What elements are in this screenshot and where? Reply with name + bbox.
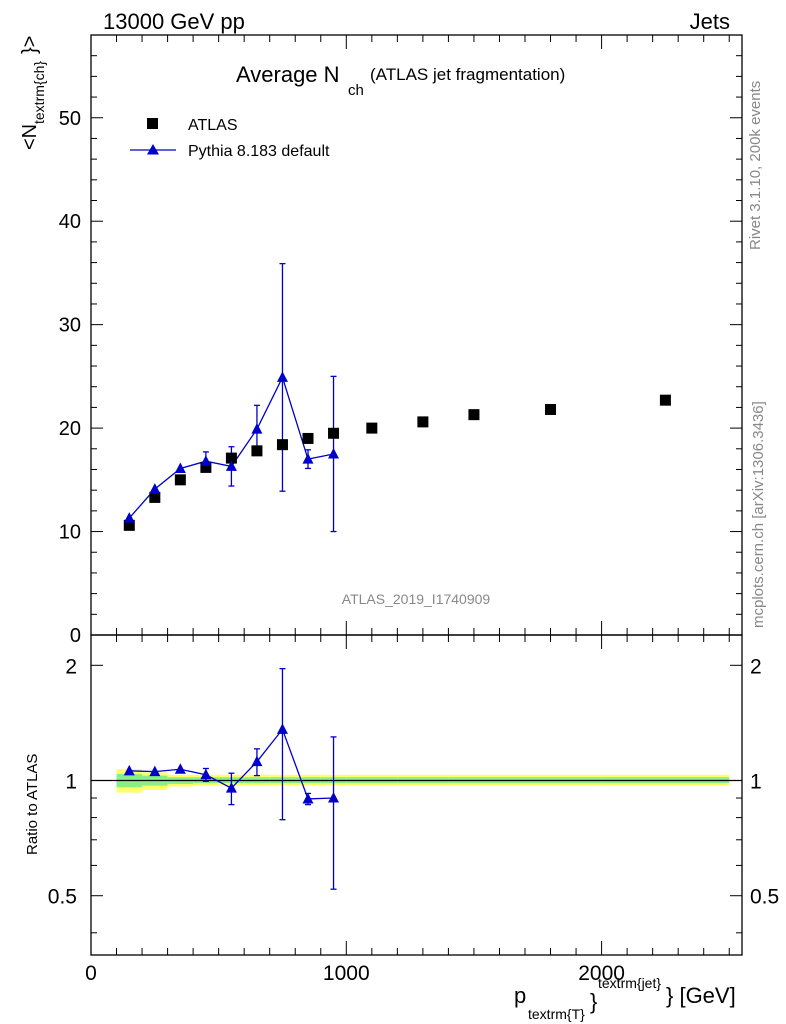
xtick-label: 1000 — [323, 962, 370, 985]
main-ytick-label: 0 — [70, 625, 81, 647]
ratio-ylabel: Ratio to ATLAS — [24, 754, 41, 855]
atlas-point — [225, 452, 237, 464]
main-title-main: Average N — [236, 62, 340, 87]
atlas-point — [174, 474, 186, 486]
ratio-point — [328, 792, 340, 803]
ratio-axis-ticks: 0.5 0.5 1 1 2 2 0 1000 2000 — [48, 635, 779, 985]
mcplots-reference: mcplots.cern.ch [arXiv:1306.3436] — [750, 401, 767, 628]
atlas-point — [200, 461, 212, 473]
atlas-point — [545, 403, 557, 415]
ratio-point — [149, 765, 161, 777]
xlabel-unit: } [GeV] — [666, 983, 736, 1008]
legend-mc-marker — [147, 144, 159, 155]
ratio-ytick-label-left: 0.5 — [48, 886, 77, 909]
ratio-point — [174, 763, 186, 774]
pythia-point — [225, 460, 237, 471]
legend: ATLAS Pythia 8.183 default — [130, 117, 330, 160]
main-title-suffix: (ATLAS jet fragmentation) — [370, 65, 565, 84]
ratio-point — [251, 755, 263, 767]
pythia-point — [200, 455, 212, 466]
main-ytick-label: 50 — [59, 108, 81, 130]
ratio-ytick-label-left: 1 — [65, 771, 77, 794]
atlas-point — [417, 416, 429, 428]
main-ylabel-end: }> — [19, 36, 41, 54]
main-axis-ticks: 0 10 20 30 40 50 — [59, 34, 742, 647]
main-data-marks — [123, 262, 671, 533]
ratio-point — [225, 782, 237, 793]
ratio-ytick-label-right: 0.5 — [750, 886, 779, 909]
atlas-point — [251, 445, 263, 457]
analysis-watermark: ATLAS_2019_I1740909 — [342, 591, 491, 607]
atlas-point — [123, 519, 135, 531]
atlas-point — [468, 409, 480, 421]
main-ylabel-main: <N — [19, 124, 41, 150]
atlas-point — [302, 432, 314, 444]
main-ytick-label: 30 — [59, 315, 81, 337]
ratio-ytick-label-right: 1 — [750, 771, 762, 794]
ratio-ytick-label-right: 2 — [750, 655, 762, 678]
pythia-point — [328, 447, 340, 459]
ratio-uncertainty-band — [91, 769, 742, 793]
rivet-version: Rivet 3.1.10, 200k events — [747, 81, 764, 250]
xlabel-main: p — [514, 983, 526, 1008]
main-title: Average N — [236, 62, 340, 87]
main-title-sub: ch — [348, 82, 364, 99]
xtick-label: 0 — [85, 962, 97, 985]
xlabel-sub: textrm{T} — [528, 1006, 585, 1022]
atlas-point — [149, 491, 161, 503]
atlas-point — [328, 427, 340, 439]
header-left: 13000 GeV pp — [103, 9, 245, 34]
pythia-point — [174, 462, 186, 473]
xtick-label: 2000 — [578, 962, 625, 985]
ratio-data-marks — [123, 668, 340, 890]
legend-data-marker — [147, 118, 158, 129]
atlas-point — [366, 422, 378, 434]
ratio-point — [123, 764, 135, 776]
xlabel: p textrm{T} } textrm{jet} } [GeV] — [514, 975, 736, 1022]
header-right: Jets — [690, 9, 730, 34]
pythia-point — [302, 453, 314, 464]
main-ytick-label: 10 — [59, 522, 81, 544]
pythia-point — [149, 483, 161, 494]
legend-label-data: ATLAS — [188, 117, 238, 134]
main-ytick-label: 20 — [59, 418, 81, 440]
ratio-point — [200, 768, 212, 780]
atlas-point — [276, 439, 288, 451]
ratio-ytick-label-left: 2 — [65, 655, 77, 678]
pythia-point — [123, 512, 135, 523]
atlas-point — [659, 394, 671, 406]
pythia-point — [251, 423, 263, 434]
xlabel-brace: } — [590, 989, 597, 1014]
legend-label-mc: Pythia 8.183 default — [188, 143, 330, 160]
svg-text:<N: <N — [19, 124, 41, 150]
main-ylabel: <N textrm{ch} }> — [19, 36, 47, 150]
xlabel-sup: textrm{jet} — [598, 975, 661, 991]
ratio-point — [302, 792, 314, 804]
pythia-point — [276, 371, 288, 382]
ratio-point — [276, 723, 288, 734]
main-ylabel-sub: textrm{ch} — [31, 61, 47, 124]
ratio-plot-frame — [90, 634, 743, 956]
main-ytick-label: 40 — [59, 211, 81, 233]
